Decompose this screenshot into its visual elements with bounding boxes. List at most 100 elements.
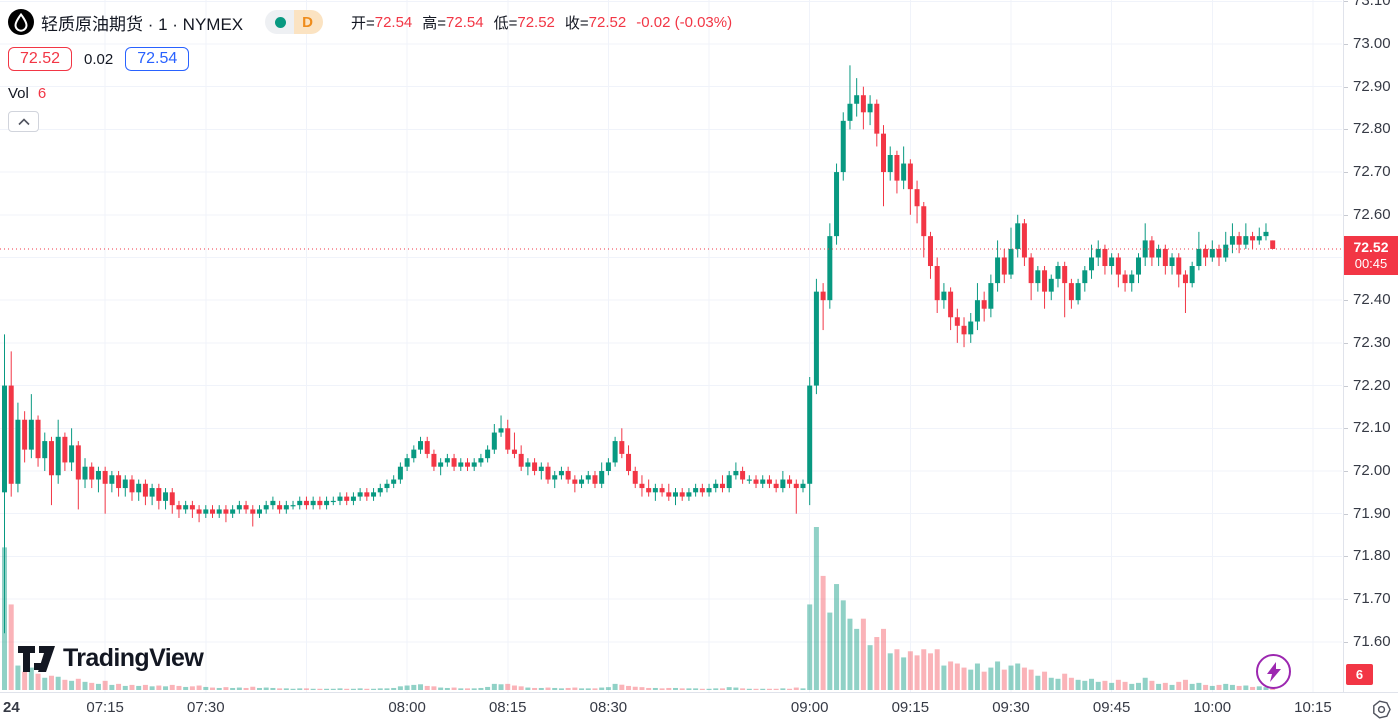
price-axis-label: 71.90 [1353,504,1391,522]
candle [1095,240,1101,267]
candle [793,479,799,514]
symbol-title[interactable]: 轻质原油期货 · 1 · NYMEX [41,14,244,34]
vol-value: 6 [37,85,47,102]
volume-bar [243,687,249,690]
time-axis-label: 09:00 [790,699,829,716]
candle [1236,231,1242,254]
volume-bar [773,688,779,690]
market-status-button[interactable] [265,10,295,34]
volume-bar [1203,684,1209,690]
price-axis-tick [1344,556,1348,558]
candle [988,274,994,318]
candle [1028,253,1034,301]
candle [1021,219,1027,267]
candle [122,475,128,497]
volume-bar [659,688,665,690]
volume-bar [1075,679,1081,690]
ask-price-button[interactable]: 72.54 [125,47,190,71]
candle [337,492,343,506]
volume-bar [491,683,497,690]
candle [518,445,524,471]
volume-bar [1062,673,1068,690]
volume-bar [8,604,14,690]
volume-bar [787,688,793,690]
candle [471,458,477,471]
price-axis[interactable]: 72.52 00:45 6 73.10 73.00 72.90 72.80 72.70 7… [1343,0,1398,692]
candle [196,505,202,523]
volume-bar [236,687,242,690]
candle [498,415,504,437]
volume-bar [706,688,712,690]
candle [303,496,309,510]
candle [384,479,390,493]
volume-bar [1082,680,1088,690]
candle [458,458,464,471]
price-axis-label: 71.60 [1353,632,1391,650]
candle [183,500,189,514]
volume-bar [310,688,316,690]
candle [357,488,363,501]
instant-trading-button[interactable] [1256,654,1291,689]
candle [948,287,954,331]
candle [330,496,336,506]
volume-bar [679,688,685,690]
volume-bar [545,687,551,690]
candle [887,146,893,181]
volume-bar [934,649,940,690]
bar-countdown: 00:45 [1354,255,1388,271]
candle [981,291,987,322]
candle [28,394,34,459]
volume-bar [572,687,578,690]
time-axis[interactable]: 24 07:15 07:30 08:00 08:15 08:30 09:00 09:15 09:… [0,692,1398,723]
candle [699,483,705,497]
axis-settings-button[interactable] [1369,697,1393,721]
volume-bar [176,685,182,690]
candle [397,462,403,484]
volume-bar [780,688,786,690]
volume-bar [941,665,947,690]
volume-bar [834,584,840,690]
volume-bar [418,684,424,690]
candle [773,479,779,493]
volume-bar [632,686,638,690]
volume-bar [1189,683,1195,690]
volume-bar [317,688,323,690]
candle [35,415,41,467]
volume-bar [337,688,343,690]
candle [766,475,772,489]
volume-bar [1162,682,1168,690]
price-axis-tick [1344,385,1348,387]
volume-bar [699,688,705,690]
oil-drop-icon [8,9,34,35]
grid-layer [0,0,1342,692]
tradingview-logo[interactable]: TradingView [18,644,204,673]
ohlc-readout: 开= 72.54 高= 72.54 低= 72.52 收= 72.52 -0.02 (-… [351,12,732,33]
volume-bar [156,685,162,690]
collapse-legend-button[interactable] [8,111,39,132]
volume-bar [1135,682,1141,690]
candle [693,483,699,497]
candle [780,470,786,493]
volume-bar [1035,675,1041,690]
volume-bar [558,688,564,690]
candle [934,257,940,313]
volume-bar [350,688,356,690]
candle [163,488,169,510]
candle [485,445,491,463]
candle [464,458,470,471]
candle [1048,274,1054,301]
price-axis-label: 72.80 [1353,120,1391,138]
candle [55,419,61,484]
change-value: -0.02 (-0.03%) [636,13,733,31]
volume-bar [760,688,766,690]
price-axis-label: 71.70 [1353,590,1391,608]
price-axis-label: 72.30 [1353,333,1391,351]
candle [1229,223,1235,254]
candle [129,475,135,501]
volume-bar [397,686,403,690]
candle [1256,227,1262,245]
bid-price-button[interactable]: 72.52 [8,47,73,71]
interval-d-button[interactable]: D [294,10,323,34]
volume-bar [163,686,169,690]
